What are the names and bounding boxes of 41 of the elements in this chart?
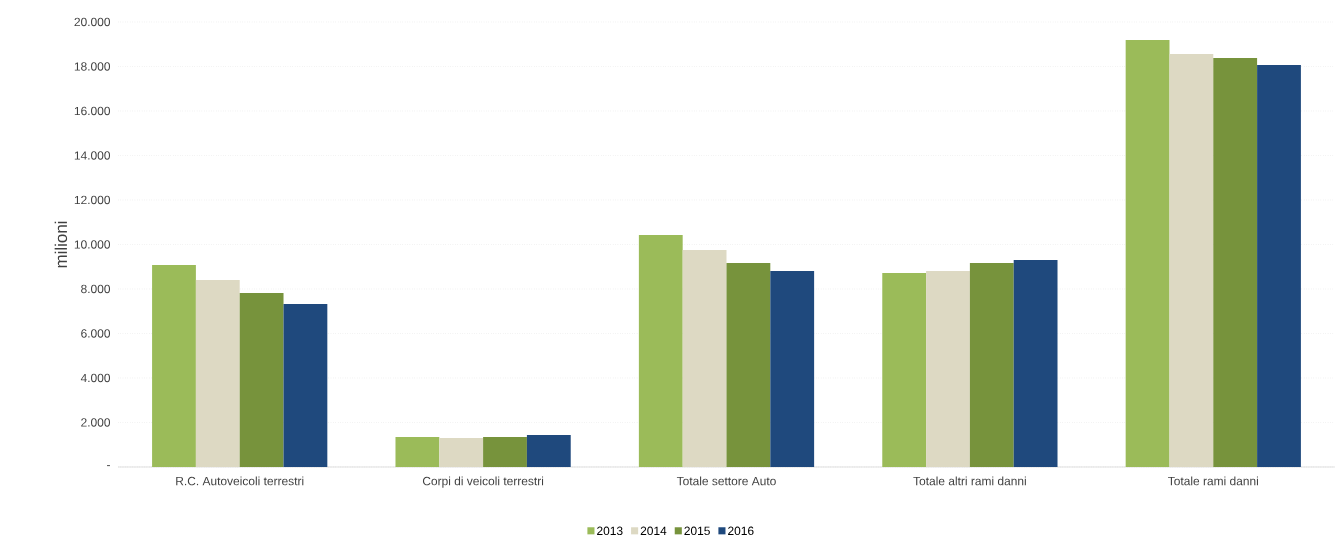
x-tick-label: Totale settore Auto [676,476,776,486]
y-tick-label: 6.000 [81,329,111,338]
bar [1125,39,1170,467]
bar [770,270,815,467]
bar [1213,57,1258,467]
y-tick-label: 14.000 [74,151,111,160]
legend-label: 2015 [684,526,710,535]
bar [1169,53,1214,467]
y-tick-label: 2.000 [81,418,111,427]
y-tick-label: 10.000 [74,240,111,249]
bar [726,262,771,467]
x-tick-label: Totale rami danni [1168,476,1258,486]
y-tick-label: 18.000 [74,62,111,71]
bar [638,234,683,467]
x-tick-label: Corpi di veicoli terrestri [422,476,544,488]
bar [395,436,440,467]
bar [526,434,571,467]
bar [483,436,527,467]
bar [195,279,240,467]
y-tick-label: 16.000 [74,106,111,116]
y-tick-label: 12.000 [74,195,111,205]
bar [682,249,727,467]
bar [1257,64,1301,467]
bar [1013,259,1058,467]
x-tick-label: R.C. Autoveicoli terrestri [176,476,304,486]
bar [439,437,484,467]
y-tick-label: 8.000 [81,284,111,294]
bar [969,262,1014,467]
bar [283,303,328,467]
legend-label: 2013 [597,526,623,535]
legend-label: 2014 [640,526,667,535]
bar [882,272,927,467]
y-tick-label: 20.000 [74,17,111,27]
x-tick-label: Totale altri rami danni [913,476,1026,486]
y-tick-label: 4.000 [80,373,111,383]
bar [152,264,196,467]
y-axis-title: milioni [54,221,68,268]
y-tick-label: - [107,464,110,466]
bar [239,292,284,467]
bar [926,270,970,467]
legend-label: 2016 [728,526,754,535]
